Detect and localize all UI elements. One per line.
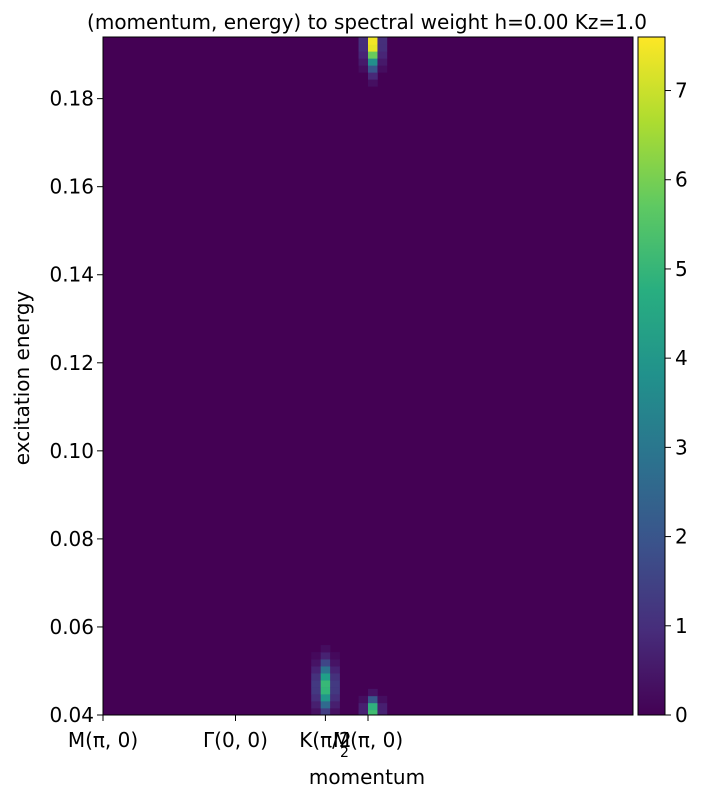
heatmap-cell-peak-2: [359, 710, 369, 715]
heatmap-cell-peak-1: [321, 652, 331, 659]
heatmap-cell-peak-3: [368, 72, 378, 79]
heatmap-cell-peak-1: [321, 666, 331, 673]
heatmap-cell-peak-3: [368, 44, 378, 51]
colorbar-tick-label: 2: [675, 525, 688, 549]
heatmap-cell-peak-3: [377, 51, 387, 58]
y-axis-label: excitation energy: [10, 291, 34, 466]
colorbar-tick-label: 0: [675, 703, 688, 727]
heatmap-cell-peak-1: [321, 645, 331, 652]
heatmap-cell-peak-1: [311, 652, 321, 659]
heatmap-cell-peak-3: [377, 44, 387, 51]
heatmap-cell-peak-1: [311, 701, 321, 708]
y-tick-label: 0.04: [49, 703, 94, 727]
colorbar-tick-label: 7: [675, 79, 688, 103]
colorbar-axis: 0 1 2 3 4 5 6 7: [665, 79, 688, 727]
y-tick-label: 0.10: [49, 439, 94, 463]
heatmap-cell-peak-1: [321, 687, 331, 694]
heatmap-cell-peak-3: [368, 58, 378, 65]
y-axis: 0.04 0.06 0.08 0.10 0.12 0.14 0.16 0.18: [49, 87, 103, 727]
heatmap-cell-peak-3: [359, 58, 369, 65]
heatmap-cell-peak-1: [321, 701, 331, 708]
colorbar-tick-label: 6: [675, 168, 688, 192]
heatmap-cell-peak-1: [321, 694, 331, 701]
heatmap-cell-peak-1: [311, 708, 321, 715]
y-tick-label: 0.12: [49, 351, 94, 375]
colorbar-tick-label: 4: [675, 346, 688, 370]
heatmap-cell-peak-1: [330, 680, 340, 687]
heatmap-cell-peak-1: [311, 673, 321, 680]
heatmap-cell-peak-3: [377, 58, 387, 65]
heatmap-cell-peak-2: [359, 696, 369, 703]
heatmap-cell-peak-1: [330, 708, 340, 715]
chart-title: (momentum, energy) to spectral weight h=…: [87, 10, 647, 34]
heatmap-cell-peak-3: [368, 51, 378, 58]
heatmap-cell-peak-2: [368, 689, 378, 696]
y-tick-label: 0.06: [49, 615, 94, 639]
colorbar-tick-label: 1: [675, 614, 688, 638]
heatmap-cell-peak-1: [311, 680, 321, 687]
x-axis-label: momentum: [309, 765, 425, 789]
x-tick-label: M(π, 0): [68, 728, 138, 752]
heatmap-cell-peak-3: [377, 65, 387, 72]
heatmap-cell-peak-1: [311, 659, 321, 666]
heatmap-cell-peak-1: [321, 659, 331, 666]
heatmap-cell-peak-1: [330, 687, 340, 694]
heatmap-cell-peak-1: [321, 673, 331, 680]
y-tick-label: 0.08: [49, 527, 94, 551]
heatmap-cell-peak-3: [368, 79, 378, 86]
heatmap-cell-peak-1: [330, 694, 340, 701]
heatmap-cell-peak-2: [368, 696, 378, 703]
y-tick-label: 0.14: [49, 263, 94, 287]
colorbar-tick-label: 5: [675, 257, 688, 281]
heatmap-cell-peak-3: [368, 65, 378, 72]
heatmap-background: [103, 37, 633, 715]
y-tick-label: 0.18: [49, 87, 94, 111]
x-tick-label: Γ(0, 0): [203, 728, 268, 752]
heatmap-cell-peak-1: [330, 673, 340, 680]
heatmap-cell-peak-2: [359, 703, 369, 710]
x-axis: M(π, 0) Γ(0, 0) K(π/2M(π, 0)2: [68, 715, 403, 761]
heatmap-cell-peak-2: [377, 696, 387, 703]
heatmap-cell-peak-1: [330, 659, 340, 666]
heatmap-cell-peak-1: [321, 680, 331, 687]
colorbar-tick-label: 3: [675, 435, 688, 459]
heatmap-cell-peak-1: [311, 687, 321, 694]
heatmap: [103, 37, 633, 715]
heatmap-cell-peak-1: [311, 666, 321, 673]
heatmap-cell-peak-3: [377, 37, 387, 44]
heatmap-cell-peak-3: [368, 37, 378, 44]
heatmap-cell-peak-3: [359, 65, 369, 72]
heatmap-cell-peak-1: [321, 708, 331, 715]
y-tick-label: 0.16: [49, 175, 94, 199]
heatmap-cell-peak-1: [330, 652, 340, 659]
heatmap-cell-peak-2: [368, 703, 378, 710]
heatmap-cell-peak-3: [359, 51, 369, 58]
heatmap-cell-peak-2: [377, 703, 387, 710]
heatmap-cell-peak-1: [311, 694, 321, 701]
heatmap-cell-peak-2: [377, 710, 387, 715]
heatmap-cell-peak-3: [359, 37, 369, 44]
heatmap-cell-peak-1: [330, 701, 340, 708]
colorbar: [638, 37, 665, 715]
x-tick-label-subscript: 2: [340, 745, 349, 761]
heatmap-cell-peak-3: [359, 44, 369, 51]
heatmap-cell-peak-1: [330, 666, 340, 673]
heatmap-cell-peak-2: [368, 710, 378, 715]
